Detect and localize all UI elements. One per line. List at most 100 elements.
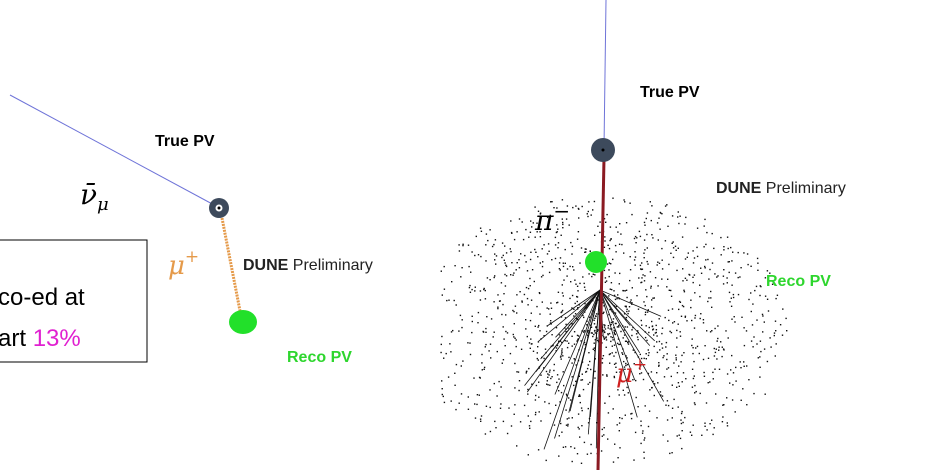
hit (482, 369, 483, 370)
hit (636, 237, 637, 238)
hit (530, 259, 531, 260)
hit (659, 229, 660, 230)
hit (711, 420, 712, 421)
hit (478, 312, 479, 313)
hit (734, 321, 735, 322)
hit (759, 295, 760, 296)
hit (646, 218, 647, 219)
hit (697, 256, 698, 257)
hit (578, 427, 579, 428)
hit (757, 270, 758, 271)
hit (566, 340, 567, 341)
hit (561, 358, 562, 359)
hit (495, 239, 496, 240)
hit (620, 331, 621, 332)
hit (611, 289, 612, 290)
hit (764, 348, 765, 349)
hit (577, 453, 578, 454)
hit (581, 247, 582, 248)
hit (546, 331, 547, 332)
hit (604, 247, 605, 248)
hit (660, 212, 661, 213)
hit (705, 259, 706, 260)
hit (665, 205, 666, 206)
hit (529, 278, 530, 279)
hit (629, 280, 630, 281)
hit (570, 281, 571, 282)
hit (610, 263, 611, 264)
hit (507, 332, 508, 333)
hit (712, 262, 713, 263)
hit (584, 252, 585, 253)
hit (612, 346, 613, 347)
hit (738, 277, 739, 278)
hit (490, 431, 491, 432)
hit (502, 363, 503, 364)
hit (678, 309, 679, 310)
hit (709, 269, 710, 270)
hit (556, 347, 557, 348)
hit (699, 285, 700, 286)
hit (720, 237, 721, 238)
hit (568, 397, 569, 398)
hit (678, 248, 679, 249)
hit (444, 289, 445, 290)
hit (694, 292, 695, 293)
hit (775, 330, 776, 331)
hit (514, 387, 515, 388)
true-pv-label: True PV (640, 84, 700, 101)
hit (663, 434, 664, 435)
hit (718, 350, 719, 351)
hit (623, 390, 624, 391)
hit (723, 404, 724, 405)
hit (594, 371, 595, 372)
hit (562, 355, 563, 356)
hit (516, 346, 517, 347)
hit (490, 357, 491, 358)
hit (686, 320, 687, 321)
hit (731, 306, 732, 307)
hit (501, 314, 502, 315)
hit (594, 274, 595, 275)
hit (511, 233, 512, 234)
hit (713, 378, 714, 379)
hit (534, 249, 535, 250)
hit (468, 409, 469, 410)
hit (589, 382, 590, 383)
hit (496, 395, 497, 396)
hit (635, 236, 636, 237)
hit (609, 262, 610, 263)
hit (619, 447, 620, 448)
hit (594, 377, 595, 378)
hit (573, 385, 574, 386)
hit (604, 326, 605, 327)
hit (657, 352, 658, 353)
hit (588, 408, 589, 409)
hit (746, 365, 747, 366)
hit (503, 255, 504, 256)
hit (694, 385, 695, 386)
hit (742, 388, 743, 389)
hit (619, 283, 620, 284)
hit (715, 352, 716, 353)
hit (470, 272, 471, 273)
hit (604, 270, 605, 271)
hit (614, 377, 615, 378)
hit (551, 376, 552, 377)
hit (706, 429, 707, 430)
hit (563, 266, 564, 267)
hit (649, 389, 650, 390)
hit (648, 349, 649, 350)
hit (558, 292, 559, 293)
hit (678, 324, 679, 325)
hit (703, 359, 704, 360)
hit (495, 427, 496, 428)
hit (610, 336, 611, 337)
hit (584, 287, 585, 288)
hit (470, 292, 471, 293)
hit (678, 382, 679, 383)
hit (531, 313, 532, 314)
hit (611, 322, 612, 323)
hit (631, 335, 632, 336)
hit (583, 317, 584, 318)
